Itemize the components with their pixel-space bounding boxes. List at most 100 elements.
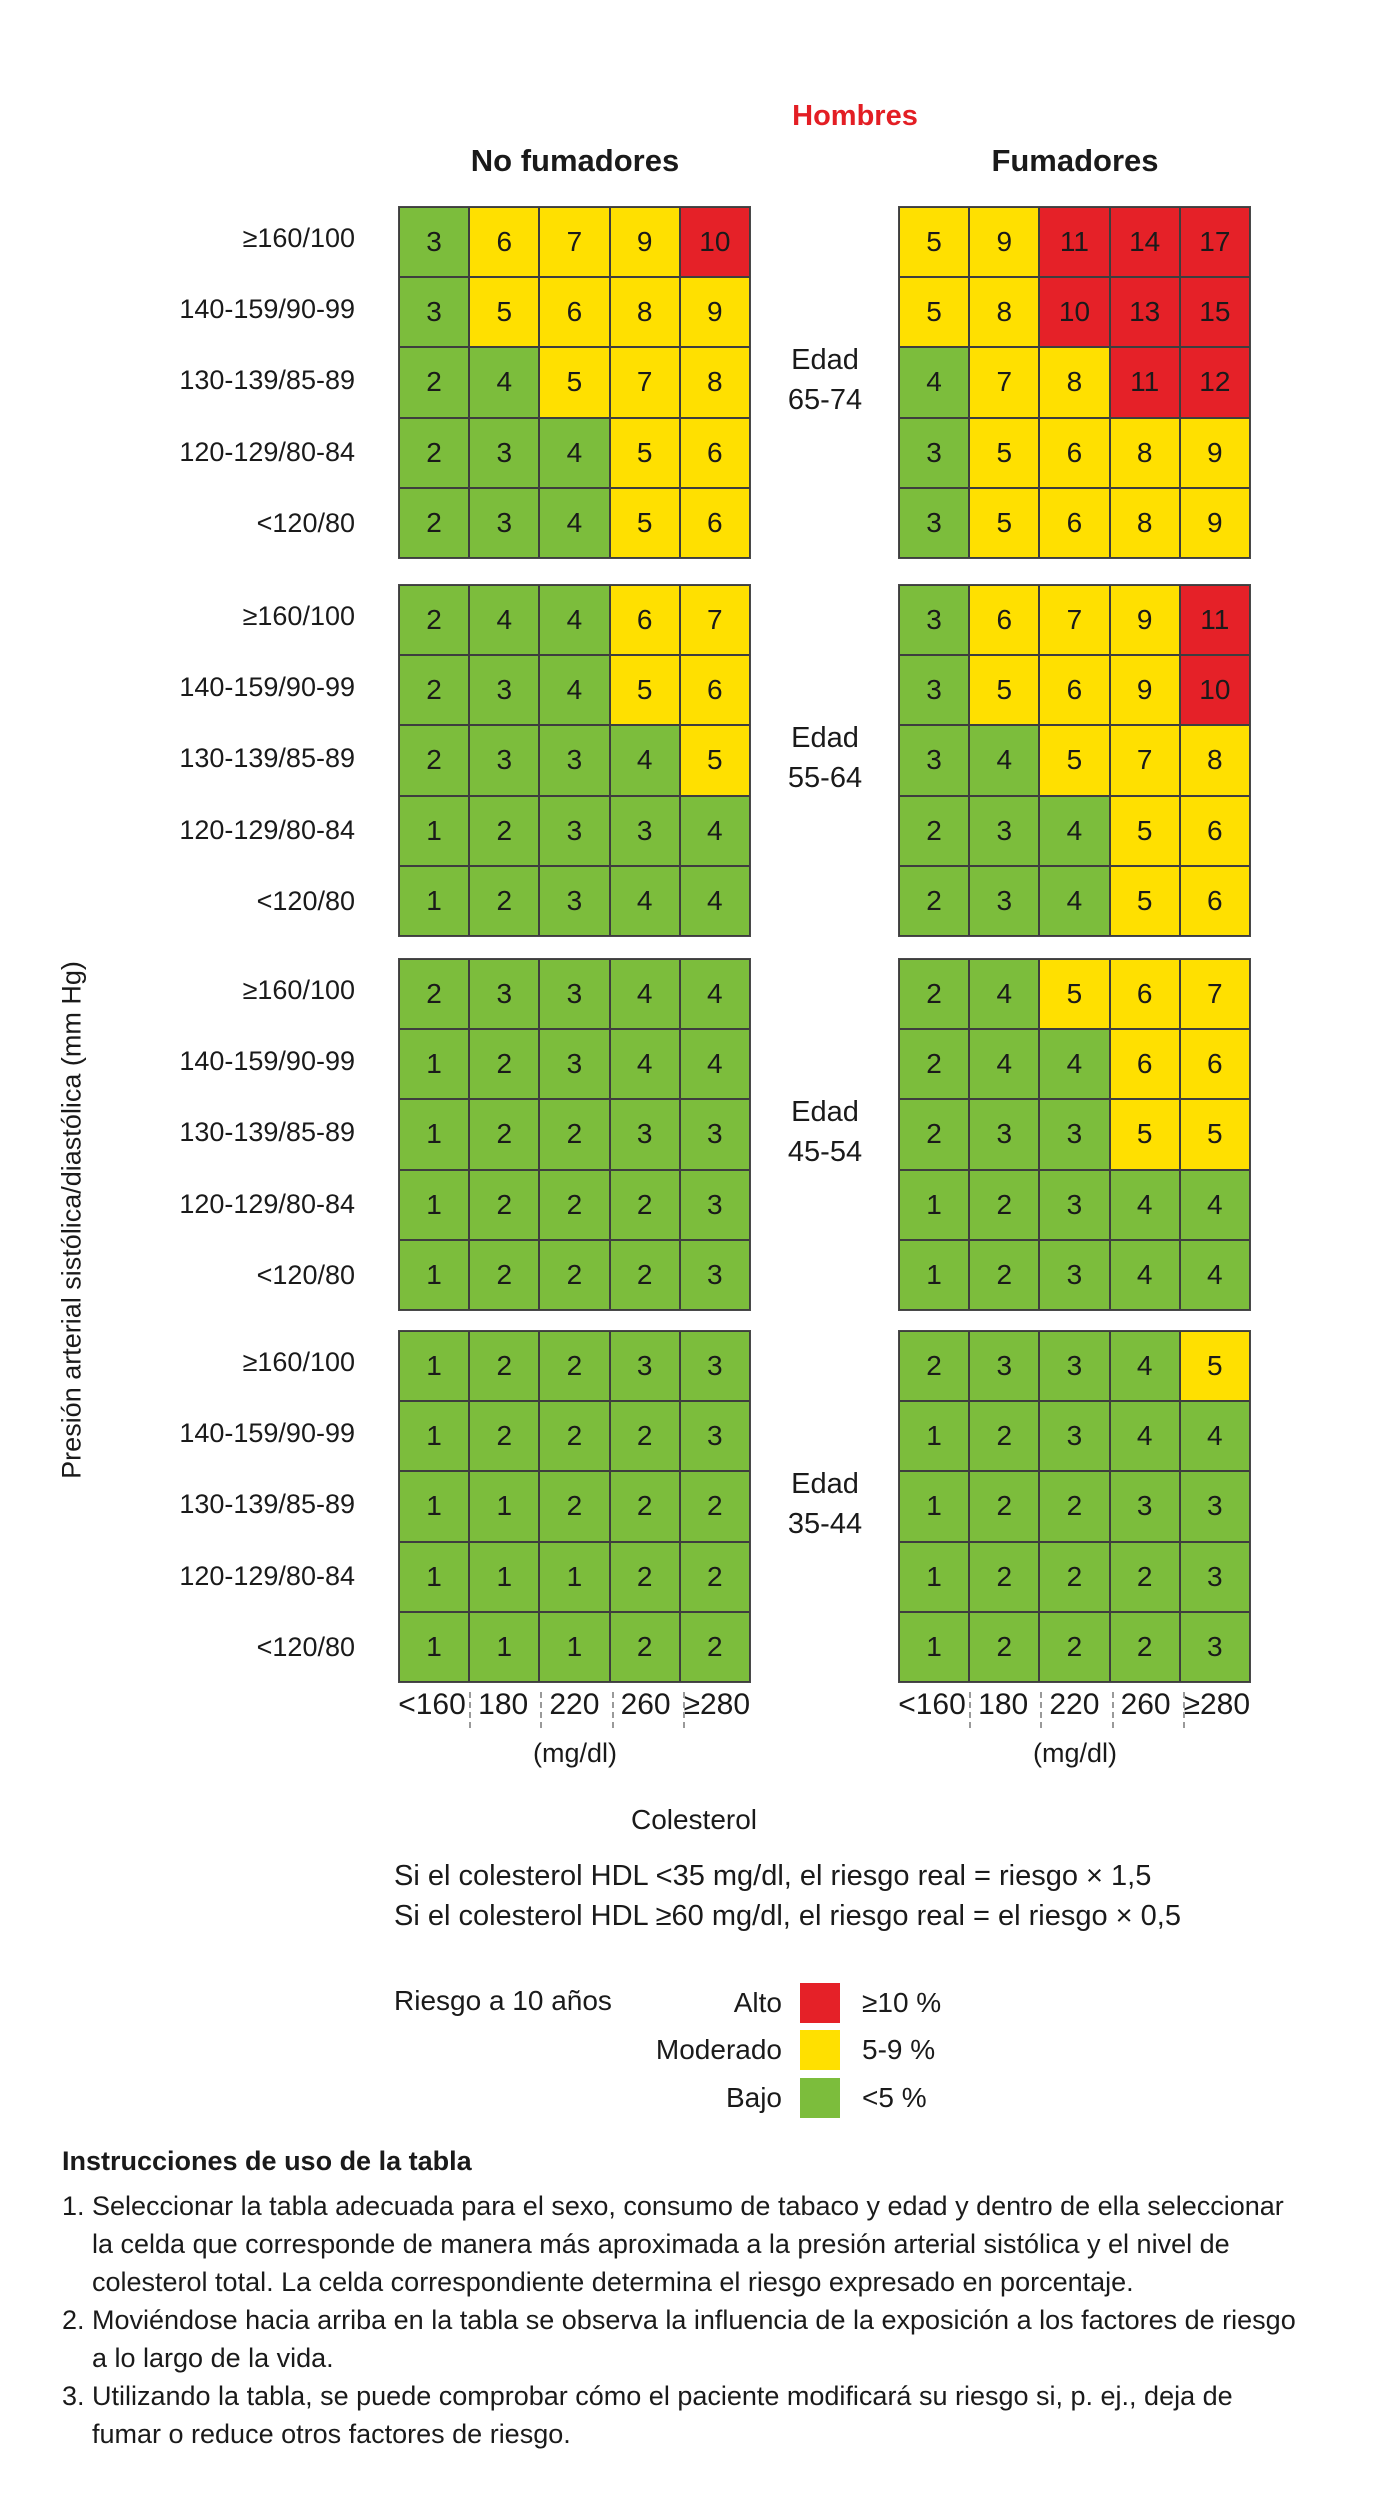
risk-cell: 4 xyxy=(539,585,610,656)
risk-cell: 3 xyxy=(609,1331,680,1402)
risk-cell: 2 xyxy=(609,1169,680,1240)
risk-cell: 10 xyxy=(679,207,750,278)
risk-cell: 2 xyxy=(399,959,470,1030)
risk-cell: 8 xyxy=(609,277,680,348)
risk-cell: 3 xyxy=(679,1099,750,1170)
x-tick-label: ≥280 xyxy=(1183,1688,1251,1721)
x-tick-label: 260 xyxy=(620,1688,671,1721)
x-tick-label: 220 xyxy=(549,1688,600,1721)
risk-cell: 2 xyxy=(609,1239,680,1310)
risk-cell: 4 xyxy=(609,1029,680,1100)
bp-label: <120/80 xyxy=(256,1631,355,1662)
risk-cell: 5 xyxy=(1109,795,1180,866)
risk-cell: 7 xyxy=(1179,959,1250,1030)
y-axis-label-text: Presión arterial sistólica/diastólica (m… xyxy=(56,961,87,1479)
instruction-number: 1. xyxy=(62,2191,85,2221)
risk-cell: 5 xyxy=(969,487,1040,558)
legend-label: Alto xyxy=(733,1987,782,2018)
risk-cell: 13 xyxy=(1109,277,1180,348)
risk-cell: 2 xyxy=(399,725,470,796)
risk-cell: 3 xyxy=(1109,1471,1180,1542)
risk-cell: 10 xyxy=(1179,655,1250,726)
risk-cell: 6 xyxy=(1179,865,1250,936)
risk-cell: 4 xyxy=(679,865,750,936)
bp-label: 130-139/85-89 xyxy=(179,1489,355,1520)
x-tick-separator xyxy=(1040,1692,1043,1728)
risk-cell: 1 xyxy=(399,1331,470,1402)
risk-cell: 4 xyxy=(1179,1239,1250,1310)
risk-cell: 3 xyxy=(539,865,610,936)
risk-cell: 2 xyxy=(399,417,470,488)
risk-cell: 2 xyxy=(399,487,470,558)
risk-cell: 9 xyxy=(1109,655,1180,726)
risk-cell: 9 xyxy=(1109,585,1180,656)
risk-cell: 4 xyxy=(679,959,750,1030)
legend-title: Riesgo a 10 años xyxy=(394,1985,612,2016)
risk-cell: 4 xyxy=(1179,1169,1250,1240)
risk-cell: 1 xyxy=(539,1611,610,1682)
x-tick-separator xyxy=(469,1692,472,1728)
risk-cell: 4 xyxy=(1109,1331,1180,1402)
risk-cell: 2 xyxy=(1039,1611,1110,1682)
risk-cell: 2 xyxy=(469,1029,540,1100)
legend-label: Bajo xyxy=(725,2082,782,2113)
instruction-text: Moviéndose hacia arriba en la tabla se o… xyxy=(92,2305,1296,2335)
risk-cell: 7 xyxy=(609,347,680,418)
risk-cell: 3 xyxy=(1179,1611,1250,1682)
risk-cell: 4 xyxy=(679,795,750,866)
risk-cell: 3 xyxy=(609,1099,680,1170)
risk-cell: 3 xyxy=(679,1169,750,1240)
group-title-no-fumadores: No fumadores xyxy=(470,143,680,178)
risk-cell: 9 xyxy=(969,207,1040,278)
risk-cell: 5 xyxy=(1039,725,1110,796)
age-label-range: 45-54 xyxy=(787,1136,863,1168)
legend-range: <5 % xyxy=(862,2082,927,2113)
x-tick-label: <160 xyxy=(398,1688,466,1721)
x-tick-separator xyxy=(682,1692,685,1728)
risk-cell: 2 xyxy=(539,1099,610,1170)
risk-cell: 1 xyxy=(899,1541,970,1612)
risk-cell: 2 xyxy=(969,1239,1040,1310)
risk-cell: 5 xyxy=(1179,1099,1250,1170)
bp-label: ≥160/100 xyxy=(242,975,355,1005)
risk-cell: 6 xyxy=(1109,959,1180,1030)
risk-cell: 3 xyxy=(1179,1541,1250,1612)
bp-label: 140-159/90-99 xyxy=(179,294,355,325)
chart-title: Hombres xyxy=(792,100,918,132)
risk-cell: 2 xyxy=(399,347,470,418)
bp-label: <120/80 xyxy=(256,1259,355,1290)
risk-cell: 2 xyxy=(469,1099,540,1170)
risk-cell: 3 xyxy=(969,1099,1040,1170)
risk-cell: 3 xyxy=(1039,1239,1110,1310)
risk-cell: 1 xyxy=(399,1029,470,1100)
risk-cell: 5 xyxy=(1109,1099,1180,1170)
x-axis-label: Colesterol xyxy=(630,1804,758,1835)
risk-cell: 1 xyxy=(899,1611,970,1682)
risk-cell: 6 xyxy=(679,487,750,558)
risk-cell: 2 xyxy=(1039,1471,1110,1542)
risk-cell: 2 xyxy=(969,1401,1040,1472)
risk-cell: 1 xyxy=(469,1541,540,1612)
risk-cell: 5 xyxy=(469,277,540,348)
risk-cell: 2 xyxy=(969,1541,1040,1612)
x-tick-separator xyxy=(540,1692,543,1728)
bp-label: 120-129/80-84 xyxy=(179,814,355,845)
risk-cell: 4 xyxy=(539,655,610,726)
risk-cell: 5 xyxy=(1039,959,1110,1030)
risk-cell: 9 xyxy=(1179,487,1250,558)
risk-cell: 2 xyxy=(969,1169,1040,1240)
risk-cell: 6 xyxy=(1109,1029,1180,1100)
risk-cell: 4 xyxy=(969,1029,1040,1100)
x-unit-label: (mg/dl) xyxy=(532,1738,617,1768)
instruction-text: fumar o reduce otros factores de riesgo. xyxy=(92,2419,571,2449)
x-tick-label: 180 xyxy=(978,1688,1029,1721)
risk-cell: 2 xyxy=(469,1401,540,1472)
bp-label: ≥160/100 xyxy=(242,1347,355,1377)
risk-cell: 2 xyxy=(399,655,470,726)
risk-cell: 1 xyxy=(399,795,470,866)
bp-label: 120-129/80-84 xyxy=(179,436,355,467)
risk-cell: 4 xyxy=(1039,1029,1110,1100)
